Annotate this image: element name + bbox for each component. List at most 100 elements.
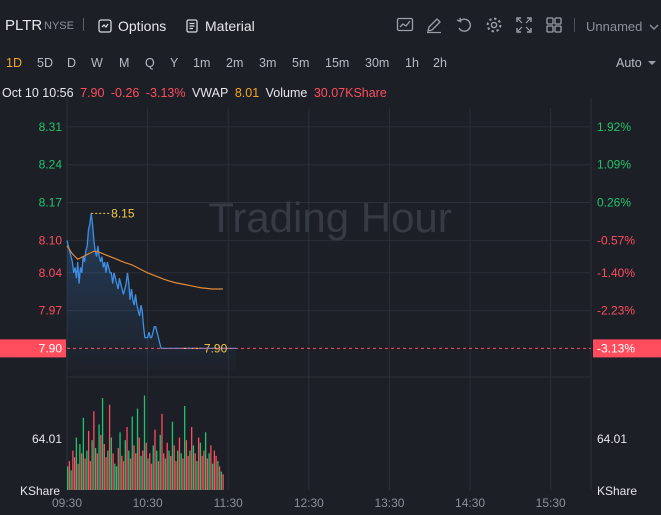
x-tick-label: 14:30: [455, 496, 485, 510]
period-tab-1m[interactable]: 1m: [193, 56, 211, 70]
period-tab-y[interactable]: Y: [170, 56, 179, 70]
volume-bar: [156, 450, 158, 490]
volume-axis-label-right: 64.01: [597, 432, 627, 446]
volume-bar: [161, 413, 163, 490]
volume-bar: [67, 466, 69, 490]
options-button[interactable]: Options: [98, 17, 166, 35]
volume-bar: [133, 445, 135, 490]
fullscreen-icon[interactable]: [515, 16, 533, 34]
volume-bar: [220, 471, 223, 490]
volume-bar: [145, 442, 147, 490]
volume-bar: [184, 406, 186, 490]
volume-bar: [112, 453, 114, 490]
volume-bar: [182, 458, 184, 490]
volume-bar: [168, 450, 170, 490]
exchange-label: NYSE: [44, 20, 74, 32]
volume-bar: [178, 437, 181, 490]
volume-bar: [180, 453, 182, 490]
current-pct-value: -3.13%: [597, 341, 635, 355]
period-tab-2m[interactable]: 2m: [226, 56, 244, 70]
volume-bar: [164, 458, 167, 490]
volume-bar: [128, 450, 130, 490]
layout-grid-icon[interactable]: [545, 16, 563, 34]
period-tab-d[interactable]: D: [67, 56, 77, 70]
period-tab-5d[interactable]: 5D: [37, 56, 53, 70]
volume-bar: [189, 450, 191, 490]
volume-bar: [218, 466, 221, 490]
volume-bar: [192, 445, 195, 490]
volume-bar: [103, 444, 105, 490]
chart-style-icon[interactable]: [396, 16, 414, 34]
undo-icon[interactable]: [455, 16, 473, 34]
volume-bar: [196, 461, 198, 490]
period-tab-q[interactable]: Q: [145, 56, 155, 70]
volume-bar: [208, 453, 210, 490]
volume-bar: [108, 404, 111, 490]
volume-bar: [75, 437, 78, 490]
period-tab-1d[interactable]: 1D: [6, 56, 22, 70]
volume-bar: [222, 474, 224, 490]
vwap-line: [66, 245, 223, 290]
pct-tick-label: -2.23%: [597, 304, 635, 318]
low-marker-label: 7.90: [204, 341, 228, 355]
period-tab-3m[interactable]: 3m: [259, 56, 277, 70]
volume-bar: [171, 421, 174, 490]
draw-icon[interactable]: [425, 16, 443, 34]
volume-bar: [217, 461, 219, 490]
volume-axis-label-left: 64.01: [32, 432, 62, 446]
pct-tick-label: 1.09%: [597, 158, 631, 172]
pct-tick-label: 0.26%: [597, 196, 631, 210]
scale-mode-label: Auto: [616, 56, 642, 70]
quote-change-pct: -3.13%: [145, 86, 186, 100]
volume-bar: [185, 440, 188, 490]
watermark-text: Trading Hour: [208, 194, 452, 241]
volume-bar: [117, 448, 119, 490]
volume-bar: [105, 457, 107, 490]
y-tick-label: 8.04: [39, 266, 63, 280]
volume-bar: [201, 455, 203, 490]
volume-bar: [101, 398, 104, 490]
symbol-ticker[interactable]: PLTR: [5, 17, 43, 34]
period-tab-15m[interactable]: 15m: [325, 56, 350, 70]
volume-bar: [206, 458, 209, 490]
period-tab-1h[interactable]: 1h: [405, 56, 419, 70]
y-tick-label: 7.97: [39, 304, 63, 318]
volume-bar: [124, 440, 126, 490]
volume-bar: [84, 458, 86, 490]
options-icon: [98, 19, 112, 33]
volume-bar: [210, 445, 212, 490]
volume-bar: [204, 432, 207, 490]
period-tab-m[interactable]: M: [119, 56, 130, 70]
settings-icon[interactable]: [485, 16, 503, 34]
volume-bar: [110, 437, 112, 490]
x-tick-label: 12:30: [294, 496, 324, 510]
layout-name-label: Unnamed: [586, 19, 643, 34]
quote-datetime: Oct 10 10:56: [2, 86, 74, 100]
volume-bar: [98, 424, 100, 490]
volume-bar: [119, 432, 121, 490]
quote-price: 7.90: [80, 86, 105, 100]
volume-bar: [122, 461, 125, 490]
period-tab-5m[interactable]: 5m: [292, 56, 310, 70]
volume-bar: [91, 440, 93, 490]
x-tick-label: 13:30: [374, 496, 404, 510]
high-marker-label: 8.15: [111, 206, 135, 220]
volume-bar: [107, 450, 109, 490]
volume-bar: [150, 463, 153, 490]
scale-mode-select[interactable]: Auto: [616, 56, 657, 70]
material-button[interactable]: Material: [185, 17, 255, 35]
current-price-tag: [0, 339, 66, 358]
layout-select[interactable]: Unnamed: [586, 19, 660, 34]
period-tab-30m[interactable]: 30m: [365, 56, 390, 70]
volume-bar: [173, 445, 175, 490]
price-area: [67, 213, 237, 370]
volume-bar: [166, 442, 168, 490]
period-tab-2h[interactable]: 2h: [433, 56, 447, 70]
volume-bar: [187, 455, 189, 490]
vwap-label: VWAP: [191, 86, 229, 100]
volume-bar: [80, 453, 83, 490]
y-tick-label: 8.24: [39, 158, 63, 172]
period-tab-w[interactable]: W: [91, 56, 103, 70]
y-tick-label: 8.17: [39, 196, 63, 210]
